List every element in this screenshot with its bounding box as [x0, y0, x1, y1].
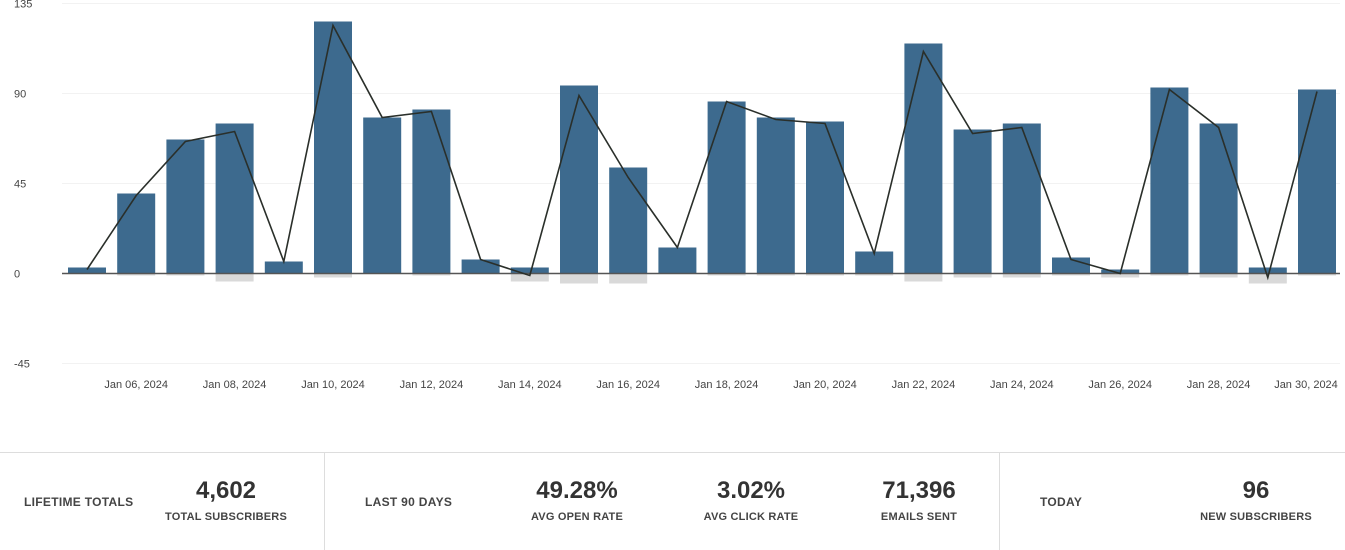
x-tick-label: Jan 28, 2024 — [1187, 379, 1251, 391]
total-subscribers-stat: 4,602 TOTAL SUBSCRIBERS — [156, 477, 296, 523]
subscriber-bar — [806, 121, 844, 274]
unsubscribe-bar — [1298, 273, 1336, 276]
new-subscribers-caption: NEW SUBSCRIBERS — [1200, 511, 1312, 523]
avg-click-rate-caption: AVG CLICK RATE — [703, 511, 799, 523]
subscriber-bar — [953, 129, 992, 274]
subscriber-bar — [314, 21, 352, 274]
emails-sent-stat: 71,396 EMAILS SENT — [849, 477, 989, 523]
last-90-days-label: LAST 90 DAYS — [365, 495, 453, 509]
subscriber-bar — [68, 267, 106, 274]
x-tick-label: Jan 10, 2024 — [301, 379, 365, 391]
unsubscribe-bar — [609, 273, 648, 284]
subscriber-bar — [264, 261, 303, 274]
unsubscribe-bar — [560, 273, 598, 284]
lifetime-totals-section: LIFETIME TOTALS 4,602 TOTAL SUBSCRIBERS — [0, 453, 325, 550]
subscriber-bar — [363, 117, 402, 274]
last-90-days-section: LAST 90 DAYS 49.28% AVG OPEN RATE 3.02% … — [325, 453, 1000, 550]
unsubscribe-bar — [756, 273, 795, 276]
emails-sent-value: 71,396 — [882, 477, 956, 504]
avg-click-rate-value: 3.02% — [716, 477, 786, 504]
unsubscribe-bar — [166, 273, 205, 276]
subscriber-bar — [461, 259, 500, 274]
unsubscribe-bar — [806, 273, 844, 276]
y-tick-label: 90 — [14, 89, 26, 101]
x-tick-label: Jan 08, 2024 — [203, 379, 267, 391]
today-label: TODAY — [1040, 495, 1083, 509]
subscriber-bar — [756, 117, 795, 274]
subscriber-bar — [166, 139, 205, 274]
subscriber-bar — [1298, 89, 1336, 274]
unsubscribe-bar — [117, 273, 156, 276]
subscriber-bar — [658, 247, 697, 274]
total-subscribers-caption: TOTAL SUBSCRIBERS — [165, 511, 287, 523]
subscriber-bar — [904, 43, 943, 274]
subscriber-bar — [1002, 123, 1041, 274]
y-tick-label: 135 — [14, 0, 32, 11]
new-subscribers-stat: 96 NEW SUBSCRIBERS — [1186, 477, 1326, 523]
stats-bar: LIFETIME TOTALS 4,602 TOTAL SUBSCRIBERS … — [0, 452, 1345, 550]
unsubscribe-bar — [707, 273, 746, 276]
subscriber-bar — [117, 193, 156, 274]
avg-open-rate-stat: 49.28% AVG OPEN RATE — [507, 477, 647, 523]
x-tick-label: Jan 26, 2024 — [1088, 379, 1152, 391]
unsubscribe-bar — [510, 273, 549, 282]
x-tick-label: Jan 22, 2024 — [892, 379, 956, 391]
lifetime-totals-label: LIFETIME TOTALS — [24, 495, 134, 509]
unsubscribe-bar — [1002, 273, 1041, 278]
y-tick-label: -45 — [14, 359, 30, 371]
subscriber-bar — [412, 109, 451, 274]
unsubscribe-bar — [855, 273, 894, 276]
unsubscribe-bar — [1199, 273, 1238, 278]
unsubscribe-bar — [314, 273, 352, 278]
subscriber-bar — [855, 251, 894, 274]
subscriber-bar — [1199, 123, 1238, 274]
x-tick-label: Jan 14, 2024 — [498, 379, 562, 391]
x-tick-label: Jan 18, 2024 — [695, 379, 759, 391]
subscriber-bar — [1248, 267, 1287, 274]
unsubscribe-bar — [904, 273, 943, 282]
unsubscribe-bar — [412, 273, 451, 276]
today-section: TODAY 96 NEW SUBSCRIBERS — [1000, 453, 1345, 550]
subscriber-bar — [215, 123, 254, 274]
unsubscribe-bar — [1150, 273, 1189, 276]
subscriber-bar — [707, 101, 746, 274]
subscriber-bar — [560, 85, 598, 274]
unsubscribe-bar — [1101, 273, 1140, 278]
avg-click-rate-stat: 3.02% AVG CLICK RATE — [681, 477, 821, 523]
x-tick-label: Jan 06, 2024 — [104, 379, 168, 391]
subscriber-bar — [609, 167, 648, 274]
subscriber-bar — [1150, 87, 1189, 274]
x-tick-label: Jan 30, 2024 — [1274, 379, 1338, 391]
x-tick-label: Jan 16, 2024 — [596, 379, 660, 391]
y-tick-label: 0 — [14, 269, 20, 281]
subscriber-chart: 135 90 45 0 -45 Jan 06, 2024 Jan 08, 2024 Jan 1… — [14, 0, 1340, 391]
x-tick-label: Jan 12, 2024 — [400, 379, 464, 391]
unsubscribe-bar — [1052, 273, 1090, 276]
unsubscribe-bar — [953, 273, 992, 278]
x-tick-label: Jan 20, 2024 — [793, 379, 857, 391]
net-change-line — [86, 23, 1318, 281]
y-tick-label: 45 — [14, 179, 26, 191]
avg-open-rate-value: 49.28% — [536, 477, 618, 504]
new-subscribers-value: 96 — [1242, 477, 1270, 504]
unsubscribe-bar — [215, 273, 254, 282]
x-tick-label: Jan 24, 2024 — [990, 379, 1054, 391]
avg-open-rate-caption: AVG OPEN RATE — [530, 511, 624, 523]
total-subscribers-value: 4,602 — [195, 477, 257, 504]
emails-sent-caption: EMAILS SENT — [880, 511, 958, 523]
subscriber-bar — [510, 267, 549, 274]
